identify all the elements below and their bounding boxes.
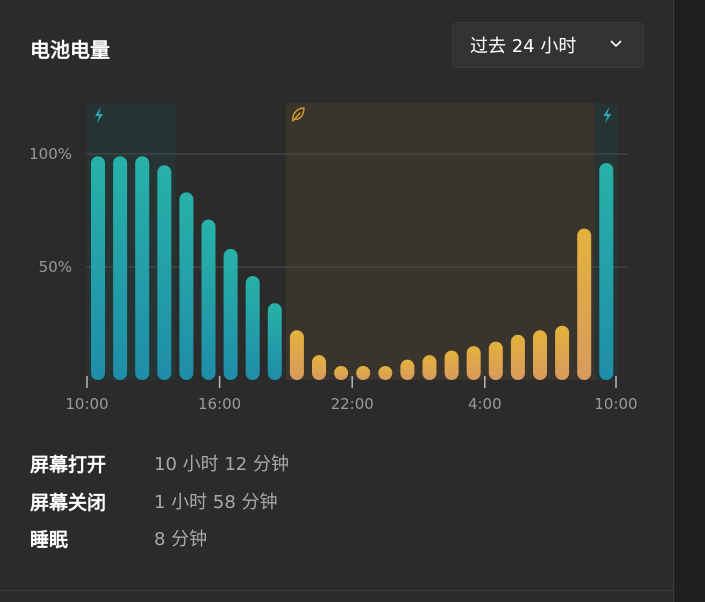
battery-panel: 电池电量 过去 24 小时 100% 50% 10:00 16:00 22:00 4:0…: [0, 0, 674, 602]
battery-bar[interactable]: [245, 276, 260, 380]
battery-bar[interactable]: [289, 330, 304, 380]
x-axis: 10:00 16:00 22:00 4:00 10:00: [65, 376, 638, 413]
stat-label: 屏幕关闭: [30, 492, 107, 514]
battery-bar[interactable]: [378, 366, 393, 380]
y-tick-label: 50%: [39, 258, 72, 276]
battery-bar[interactable]: [555, 325, 570, 380]
battery-chart: 100% 50% 10:00 16:00 22:00 4:00 10:00: [29, 103, 638, 413]
y-tick-label: 100%: [29, 145, 72, 163]
battery-bar[interactable]: [267, 303, 282, 380]
leaf-icon: [292, 107, 305, 122]
battery-bar[interactable]: [157, 165, 172, 380]
battery-bar[interactable]: [356, 366, 371, 380]
stat-value: 10 小时 12 分钟: [154, 454, 289, 475]
time-range-dropdown[interactable]: 过去 24 小时: [452, 22, 644, 68]
battery-bar[interactable]: [444, 350, 459, 380]
stat-value: 8 分钟: [154, 529, 208, 550]
battery-saver-band: [285, 103, 596, 380]
battery-bar[interactable]: [577, 228, 592, 380]
battery-bar[interactable]: [135, 156, 150, 380]
x-tick-label: 10:00: [594, 395, 637, 413]
chevron-down-icon: [610, 40, 622, 48]
battery-bar[interactable]: [422, 355, 437, 380]
bars: [91, 156, 614, 380]
battery-bar[interactable]: [466, 346, 481, 380]
stat-value: 1 小时 58 分钟: [154, 492, 278, 513]
battery-bar[interactable]: [334, 366, 349, 380]
x-tick-label: 10:00: [65, 395, 108, 413]
lightning-icon: [95, 107, 103, 123]
battery-bar[interactable]: [201, 219, 216, 380]
battery-bar[interactable]: [510, 334, 525, 380]
grid-lines: 100% 50%: [29, 145, 627, 276]
battery-bar[interactable]: [533, 330, 547, 380]
time-range-value: 过去 24 小时: [470, 36, 577, 57]
x-tick-label: 16:00: [198, 395, 241, 413]
battery-bar[interactable]: [113, 156, 128, 380]
battery-bar[interactable]: [91, 156, 105, 380]
battery-bar[interactable]: [223, 248, 238, 380]
x-tick-label: 22:00: [331, 395, 374, 413]
battery-bar[interactable]: [400, 359, 415, 380]
battery-bar[interactable]: [179, 192, 194, 380]
panel-title: 电池电量: [30, 38, 110, 62]
x-tick-label: 4:00: [468, 395, 502, 413]
stat-label: 屏幕打开: [30, 454, 107, 476]
divider: [0, 590, 673, 591]
lightning-icon: [603, 107, 612, 123]
battery-bar[interactable]: [312, 355, 326, 380]
battery-bar[interactable]: [488, 341, 503, 380]
band-icons: [95, 107, 612, 123]
side-strip: [674, 0, 705, 602]
battery-bar[interactable]: [599, 163, 614, 380]
stat-label: 睡眠: [30, 529, 69, 551]
